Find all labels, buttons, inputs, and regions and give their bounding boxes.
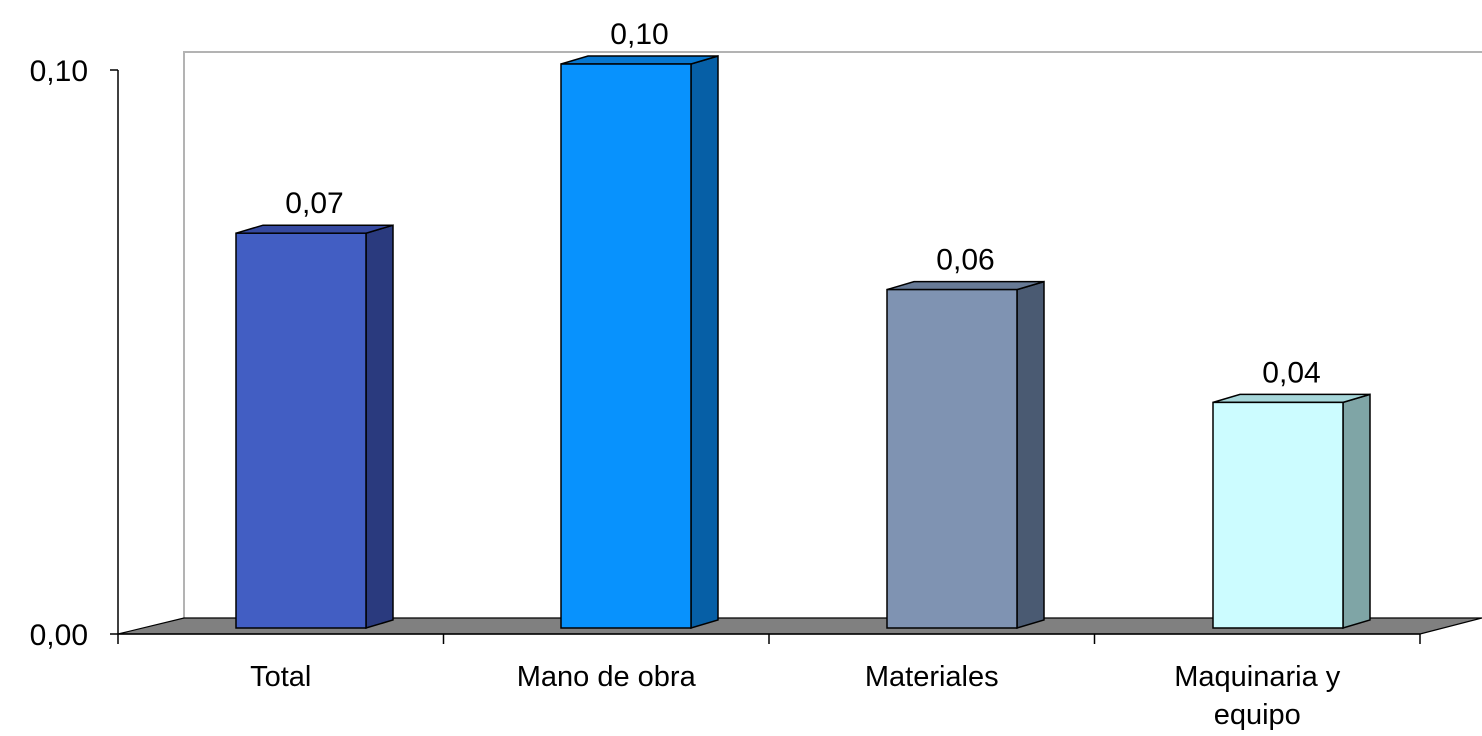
y-tick-label: 0,00 (30, 619, 88, 652)
back-wall-outline (183, 51, 1482, 618)
bar-front-face (560, 63, 692, 629)
y-tick-label: 0,10 (30, 55, 88, 88)
x-category-label: equipo (1214, 699, 1301, 731)
bar-top-face (886, 280, 1045, 291)
bar-front-face (235, 232, 367, 629)
bar-2 (560, 54, 719, 630)
bar-top-face (235, 224, 394, 234)
chart-bars (235, 54, 1371, 630)
bar-side-face (1016, 280, 1045, 630)
chart-axes (110, 69, 1421, 644)
x-category-label: Mano de obra (517, 661, 697, 693)
x-category-label: Maquinaria y (1174, 661, 1341, 693)
data-label: 0,10 (610, 18, 668, 51)
bar-3 (886, 280, 1045, 630)
bar-front-face (886, 288, 1018, 629)
bar-side-face (1342, 393, 1371, 630)
bar-top-face (560, 55, 719, 65)
bar-side-face (690, 54, 719, 630)
data-label: 0,06 (936, 244, 994, 277)
bar-top-face (1212, 393, 1371, 404)
x-category-label: Total (250, 661, 311, 693)
bar-side-face (365, 224, 394, 630)
chart-walls (183, 51, 1482, 618)
x-category-label: Materiales (865, 661, 999, 693)
chart-labels: 0,00 0,10 0,07 0,10 0,06 0,04 Total Mano de obr… (30, 18, 1341, 731)
bar-1 (235, 224, 394, 630)
bar-4 (1212, 393, 1371, 630)
bar-front-face (1212, 401, 1344, 629)
data-label: 0,04 (1262, 356, 1320, 389)
data-label: 0,07 (285, 187, 343, 220)
